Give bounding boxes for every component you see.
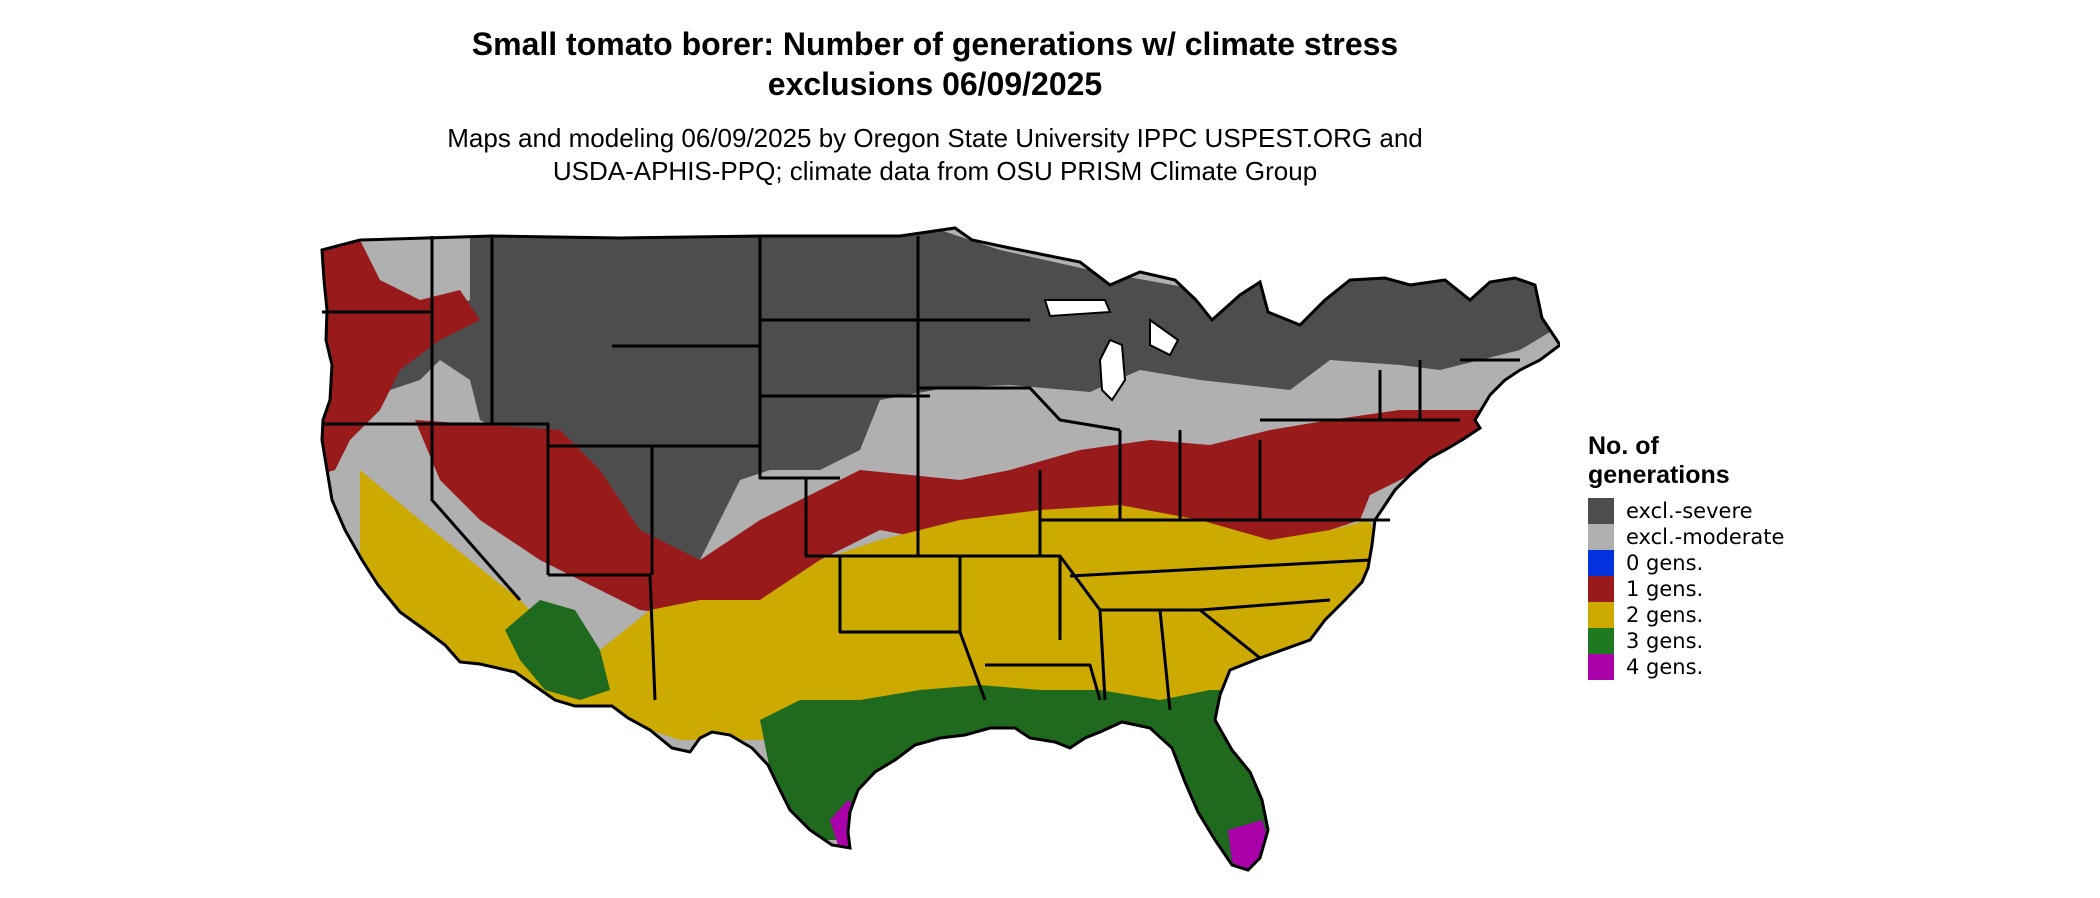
legend: No. of generations excl.-severe excl.-mo…	[1588, 432, 1784, 680]
legend-swatch	[1588, 550, 1614, 576]
legend-label: 2 gens.	[1626, 603, 1704, 627]
legend-item-excl-severe: excl.-severe	[1588, 498, 1784, 524]
legend-label: excl.-severe	[1626, 499, 1753, 523]
legend-swatch	[1588, 628, 1614, 654]
map-subtitle-line-2: USDA-APHIS-PPQ; climate data from OSU PR…	[552, 156, 1318, 186]
legend-title-line-2: generations	[1588, 461, 1730, 489]
legend-swatch	[1588, 524, 1614, 550]
legend-label: 4 gens.	[1626, 655, 1704, 679]
legend-label: 0 gens.	[1626, 551, 1704, 575]
legend-item-3-gens: 3 gens.	[1588, 628, 1784, 654]
legend-item-1-gens: 1 gens.	[1588, 576, 1784, 602]
legend-item-0-gens: 0 gens.	[1588, 550, 1784, 576]
map-subtitle-line-1: Maps and modeling 06/09/2025 by Oregon S…	[447, 123, 1423, 153]
map-title: Small tomato borer: Number of generation…	[0, 24, 1870, 104]
legend-item-4-gens: 4 gens.	[1588, 654, 1784, 680]
legend-swatch	[1588, 498, 1614, 524]
legend-title: No. of generations	[1588, 432, 1784, 490]
legend-item-2-gens: 2 gens.	[1588, 602, 1784, 628]
map-title-line-1: Small tomato borer: Number of generation…	[471, 26, 1399, 62]
legend-title-line-1: No. of	[1588, 432, 1659, 460]
map-subtitle: Maps and modeling 06/09/2025 by Oregon S…	[0, 122, 1870, 188]
us-generations-map	[320, 226, 1560, 872]
map-title-line-2: exclusions 06/09/2025	[767, 66, 1103, 102]
legend-swatch	[1588, 654, 1614, 680]
legend-item-excl-moderate: excl.-moderate	[1588, 524, 1784, 550]
legend-swatch	[1588, 576, 1614, 602]
legend-label: excl.-moderate	[1626, 525, 1785, 549]
legend-swatch	[1588, 602, 1614, 628]
legend-label: 3 gens.	[1626, 629, 1704, 653]
legend-label: 1 gens.	[1626, 577, 1704, 601]
